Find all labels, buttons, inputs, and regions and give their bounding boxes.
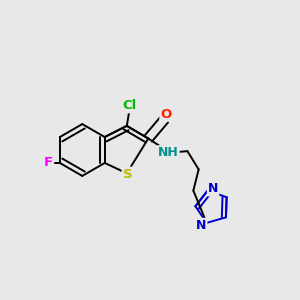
Text: NH: NH: [158, 146, 179, 159]
Text: Cl: Cl: [122, 99, 136, 112]
Text: N: N: [208, 182, 218, 195]
Text: F: F: [44, 157, 53, 169]
Text: S: S: [123, 168, 132, 181]
Text: N: N: [196, 219, 206, 232]
Text: O: O: [160, 108, 172, 121]
